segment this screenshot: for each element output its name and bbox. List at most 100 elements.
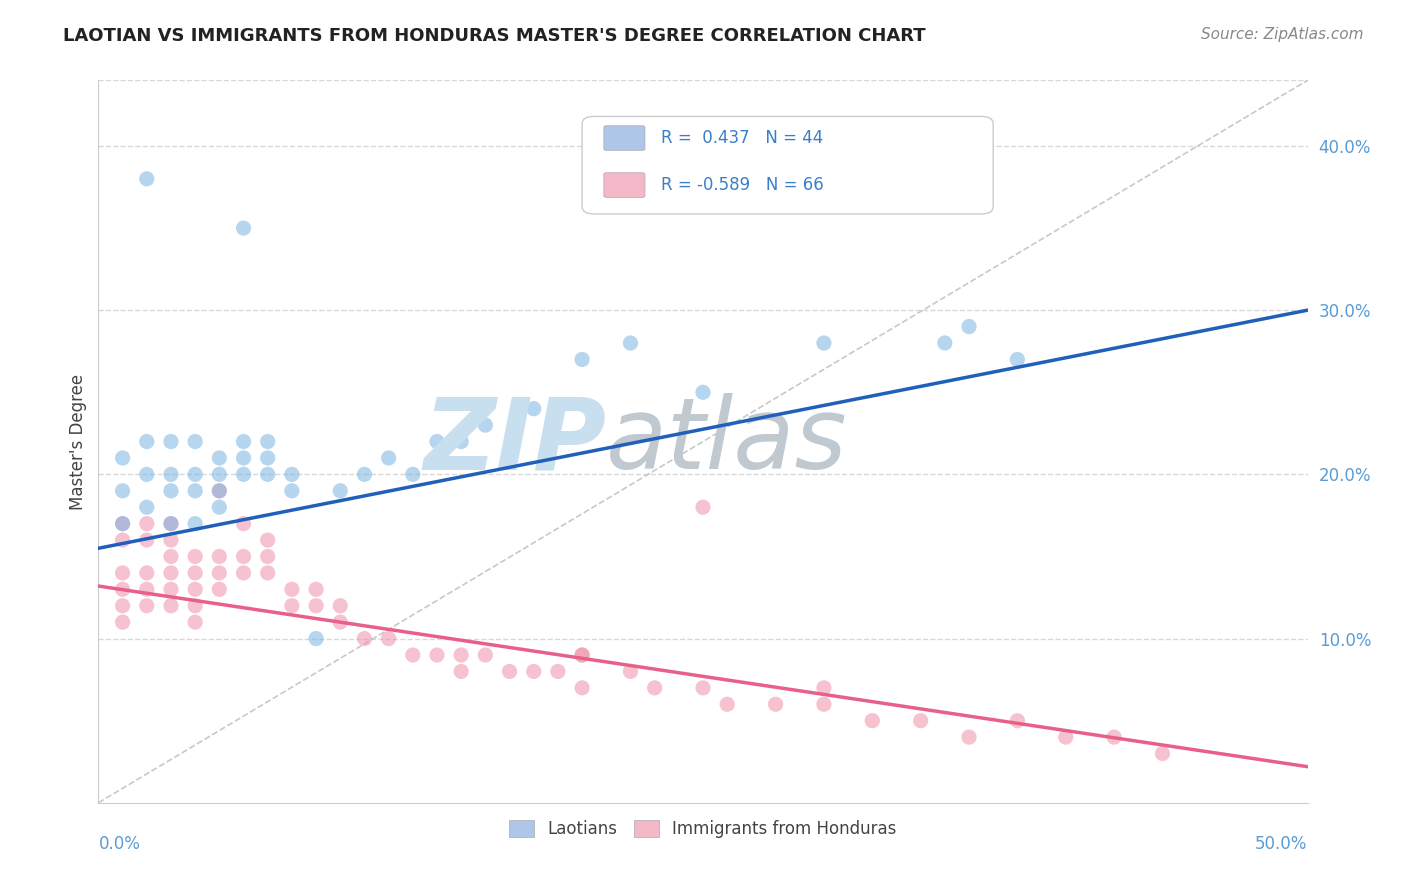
Point — [111, 516, 134, 531]
Point — [208, 450, 231, 465]
Point — [208, 566, 231, 580]
Point — [160, 566, 183, 580]
Point — [232, 549, 254, 564]
Text: R =  0.437   N = 44: R = 0.437 N = 44 — [661, 129, 823, 147]
Point — [765, 698, 787, 712]
Point — [256, 533, 278, 547]
Point — [402, 648, 425, 662]
Point — [184, 549, 207, 564]
Point — [426, 648, 449, 662]
Point — [135, 500, 157, 515]
Y-axis label: Master's Degree: Master's Degree — [69, 374, 87, 509]
Point — [160, 599, 183, 613]
Point — [160, 582, 183, 597]
Point — [184, 599, 207, 613]
Text: LAOTIAN VS IMMIGRANTS FROM HONDURAS MASTER'S DEGREE CORRELATION CHART: LAOTIAN VS IMMIGRANTS FROM HONDURAS MAST… — [63, 27, 927, 45]
Point — [910, 714, 932, 728]
Point — [184, 582, 207, 597]
Point — [813, 681, 835, 695]
Point — [111, 599, 134, 613]
Point — [208, 467, 231, 482]
Point — [256, 549, 278, 564]
Point — [111, 483, 134, 498]
Point — [281, 467, 304, 482]
Point — [692, 681, 714, 695]
Point — [716, 698, 738, 712]
Point — [111, 615, 134, 630]
Point — [160, 516, 183, 531]
Point — [571, 648, 593, 662]
Point — [813, 336, 835, 351]
Point — [135, 582, 157, 597]
Point — [135, 599, 157, 613]
Point — [571, 648, 593, 662]
Point — [208, 500, 231, 515]
Point — [160, 516, 183, 531]
Point — [402, 467, 425, 482]
Point — [305, 599, 328, 613]
Point — [256, 450, 278, 465]
Point — [644, 681, 666, 695]
Point — [232, 450, 254, 465]
Point — [208, 483, 231, 498]
Point — [232, 467, 254, 482]
Point — [281, 483, 304, 498]
Text: 0.0%: 0.0% — [98, 835, 141, 854]
Point — [619, 665, 641, 679]
Point — [135, 467, 157, 482]
Point — [184, 467, 207, 482]
Point — [111, 533, 134, 547]
Point — [232, 434, 254, 449]
Point — [523, 401, 546, 416]
Point — [184, 566, 207, 580]
FancyBboxPatch shape — [603, 173, 645, 197]
Point — [813, 698, 835, 712]
Point — [232, 566, 254, 580]
Point — [256, 467, 278, 482]
Point — [208, 549, 231, 564]
Point — [256, 566, 278, 580]
Point — [160, 467, 183, 482]
Point — [305, 632, 328, 646]
Point — [160, 533, 183, 547]
Point — [329, 615, 352, 630]
Legend: Laotians, Immigrants from Honduras: Laotians, Immigrants from Honduras — [502, 814, 904, 845]
Point — [184, 516, 207, 531]
Text: Source: ZipAtlas.com: Source: ZipAtlas.com — [1201, 27, 1364, 42]
Point — [353, 632, 375, 646]
Point — [1102, 730, 1125, 744]
Point — [111, 566, 134, 580]
Text: 50.0%: 50.0% — [1256, 835, 1308, 854]
Point — [160, 549, 183, 564]
Point — [450, 648, 472, 662]
Point — [160, 434, 183, 449]
Point — [135, 516, 157, 531]
Point — [232, 221, 254, 235]
Point — [571, 681, 593, 695]
Point — [353, 467, 375, 482]
Point — [281, 599, 304, 613]
Point — [184, 615, 207, 630]
Point — [135, 434, 157, 449]
FancyBboxPatch shape — [582, 117, 993, 214]
FancyBboxPatch shape — [603, 126, 645, 151]
Point — [135, 533, 157, 547]
Point — [571, 352, 593, 367]
Point — [547, 665, 569, 679]
Point — [426, 434, 449, 449]
Point — [692, 500, 714, 515]
Point — [523, 665, 546, 679]
Point — [474, 418, 496, 433]
Point — [135, 171, 157, 186]
Point — [957, 319, 980, 334]
Point — [1152, 747, 1174, 761]
Point — [184, 483, 207, 498]
Point — [1007, 352, 1029, 367]
Point — [111, 516, 134, 531]
Point — [160, 483, 183, 498]
Point — [208, 582, 231, 597]
Point — [111, 450, 134, 465]
Point — [934, 336, 956, 351]
Point — [135, 566, 157, 580]
Point — [281, 582, 304, 597]
